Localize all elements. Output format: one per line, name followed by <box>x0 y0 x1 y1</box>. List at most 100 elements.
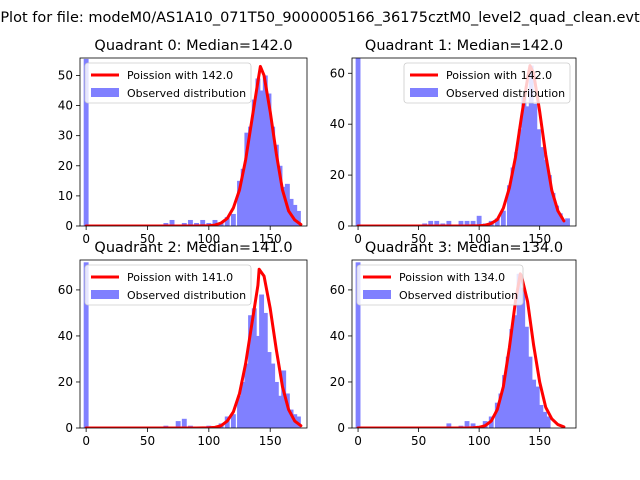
histogram-bar <box>266 93 272 226</box>
histogram-bar <box>542 411 547 428</box>
legend-model-label: Poission with 142.0 <box>127 69 233 82</box>
charts-container: Quadrant 0: Median=142.0 0 50 100 150 0 10 20 30… <box>58 38 577 448</box>
histogram-bar <box>565 218 570 226</box>
histogram-bar <box>446 423 452 428</box>
y-tick-label: 10 <box>58 189 73 203</box>
histogram-bar <box>355 58 361 226</box>
histogram-bar <box>240 381 246 428</box>
legend-observed-label: Observed distribution <box>127 289 246 302</box>
x-tick-label: 150 <box>528 434 551 448</box>
histogram-bar <box>532 103 538 226</box>
histogram-bar <box>545 416 551 428</box>
histogram-bar <box>212 219 218 226</box>
y-tick-label: 40 <box>330 329 345 343</box>
histogram-bar <box>550 192 556 226</box>
x-tick-label: 0 <box>354 434 362 448</box>
histogram-bar <box>464 220 470 226</box>
histogram-bar <box>259 294 265 428</box>
histogram-bar <box>262 75 268 226</box>
x-tick-label: 50 <box>411 434 426 448</box>
histogram-bar <box>255 335 261 428</box>
x-tick-label: 150 <box>528 232 551 246</box>
histogram-bar <box>187 219 193 226</box>
histogram-bar <box>200 219 206 226</box>
legend-observed-swatch <box>410 88 438 97</box>
chart-panel-2: Quadrant 2: Median=141.0 0 50 100 150 0 20 40 60… <box>58 240 308 448</box>
x-tick-label: 100 <box>468 434 491 448</box>
axes-frame <box>79 57 308 227</box>
histogram-bar <box>292 204 298 226</box>
histogram-bar <box>248 315 254 428</box>
histogram-bar <box>514 152 520 226</box>
histogram-bar <box>510 167 516 226</box>
histogram-bar <box>557 213 563 226</box>
x-tick-label: 50 <box>140 232 155 246</box>
histogram-bar <box>498 393 504 428</box>
x-tick-label: 100 <box>197 232 220 246</box>
histogram-bar <box>500 210 506 226</box>
x-tick-label: 100 <box>197 434 220 448</box>
histogram-bar <box>470 423 476 428</box>
histogram-bar <box>284 393 290 428</box>
histogram-bar <box>476 215 482 226</box>
histogram-bar <box>525 106 530 226</box>
histogram-bar <box>224 216 230 226</box>
legend-observed-swatch <box>91 88 119 97</box>
plot-area <box>355 262 566 428</box>
histogram-bar <box>230 414 236 428</box>
legend-observed-label: Observed distribution <box>446 87 565 100</box>
histogram-bar <box>248 126 254 226</box>
chart-panel-0: Quadrant 0: Median=142.0 0 50 100 150 0 10 20 30… <box>58 38 308 246</box>
histogram-bar <box>83 262 89 428</box>
panel-title: Quadrant 3: Median=134.0 <box>365 240 563 256</box>
y-tick-label: 50 <box>58 68 73 82</box>
histogram-bar <box>181 418 187 428</box>
histogram-bar <box>262 312 268 428</box>
y-tick-label: 20 <box>58 159 73 173</box>
histogram-bar <box>277 395 283 428</box>
histogram-bar <box>175 421 181 428</box>
histogram-bar <box>251 99 257 226</box>
histogram-bar <box>527 356 533 428</box>
histogram-bar <box>528 65 534 226</box>
plot-area <box>83 262 303 428</box>
x-tick-label: 150 <box>259 232 282 246</box>
histogram-bar <box>506 185 512 226</box>
histogram-bar <box>516 273 522 428</box>
legend-model-label: Poission with 142.0 <box>446 69 552 82</box>
legend-observed-swatch <box>91 290 119 299</box>
histogram-bar <box>509 329 515 428</box>
histogram-bar <box>531 379 537 428</box>
histogram-bar <box>277 165 283 226</box>
histogram-bar <box>543 159 549 226</box>
plot-area <box>355 58 570 226</box>
histogram-bar <box>534 386 540 428</box>
y-tick-label: 60 <box>330 283 345 297</box>
x-tick-label: 0 <box>82 434 90 448</box>
histogram-bar <box>446 220 452 226</box>
histogram-bar <box>502 375 507 428</box>
histogram-bar <box>470 220 476 226</box>
histogram-bar <box>230 213 236 226</box>
histogram-bar <box>251 308 257 428</box>
legend: Poission with 134.0 Observed distribution <box>356 264 524 306</box>
histogram-bar <box>194 222 200 226</box>
legend: Poission with 142.0 Observed distribution <box>84 62 252 104</box>
y-tick-label: 40 <box>58 329 73 343</box>
histogram-bar <box>494 402 500 428</box>
histogram-bar <box>539 147 545 226</box>
y-tick-label: 60 <box>330 66 345 80</box>
histogram-bar <box>458 220 464 226</box>
legend-observed-label: Observed distribution <box>399 289 518 302</box>
histogram-bar <box>494 218 500 226</box>
legend-model-label: Poission with 134.0 <box>399 271 505 284</box>
histogram-bar <box>546 175 552 226</box>
histogram-bar <box>538 404 544 428</box>
histogram-bar <box>270 363 276 428</box>
panel-title: Quadrant 0: Median=142.0 <box>94 38 292 54</box>
histogram-bar <box>273 381 279 428</box>
histogram-bar <box>181 222 187 226</box>
x-tick-label: 150 <box>259 434 282 448</box>
axes-frame <box>79 259 308 429</box>
